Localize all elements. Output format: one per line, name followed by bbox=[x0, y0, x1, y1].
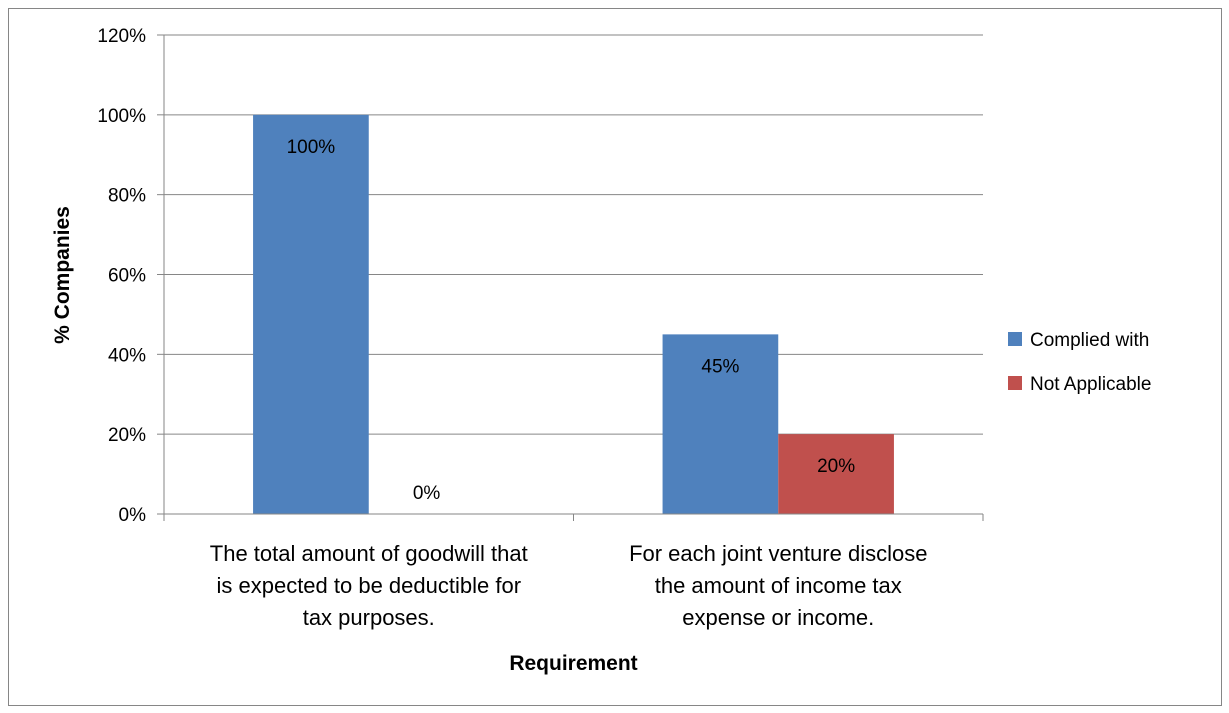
y-tick-label: 60% bbox=[108, 266, 146, 287]
x-axis-category-labels: The total amount of goodwill that is expe… bbox=[210, 541, 928, 630]
y-tick-label: 80% bbox=[108, 186, 146, 207]
y-tick-label: 120% bbox=[97, 26, 146, 47]
bar bbox=[662, 334, 779, 514]
x-category-label: For each joint venture disclose the amoun… bbox=[629, 541, 927, 630]
data-label: 100% bbox=[287, 137, 336, 158]
bar bbox=[253, 114, 369, 514]
data-label: 45% bbox=[701, 356, 739, 377]
legend-label: Not Applicable bbox=[1030, 374, 1151, 395]
legend-swatch bbox=[1008, 332, 1022, 346]
y-axis-title: % Companies bbox=[51, 206, 74, 344]
bar bbox=[778, 434, 894, 514]
legend-label: Complied with bbox=[1030, 330, 1149, 351]
bars bbox=[253, 114, 894, 514]
legend-swatch bbox=[1008, 376, 1022, 390]
chart-frame bbox=[8, 8, 1222, 706]
y-tick-label: 100% bbox=[97, 106, 146, 127]
y-tick-label: 20% bbox=[108, 425, 146, 446]
x-category-label: The total amount of goodwill that is expe… bbox=[210, 541, 528, 630]
y-axis-ticks: 0% 20% 40% 60% 80% 100% 120% bbox=[97, 26, 164, 526]
data-labels: 100% 0% 45% 20% bbox=[287, 137, 856, 504]
data-label: 20% bbox=[817, 456, 855, 477]
y-tick-label: 40% bbox=[108, 345, 146, 366]
axes bbox=[163, 35, 984, 521]
legend: Complied with Not Applicable bbox=[1008, 330, 1151, 395]
data-label: 0% bbox=[413, 483, 441, 504]
x-axis-title: Requirement bbox=[509, 652, 637, 675]
y-tick-label: 0% bbox=[119, 505, 147, 526]
